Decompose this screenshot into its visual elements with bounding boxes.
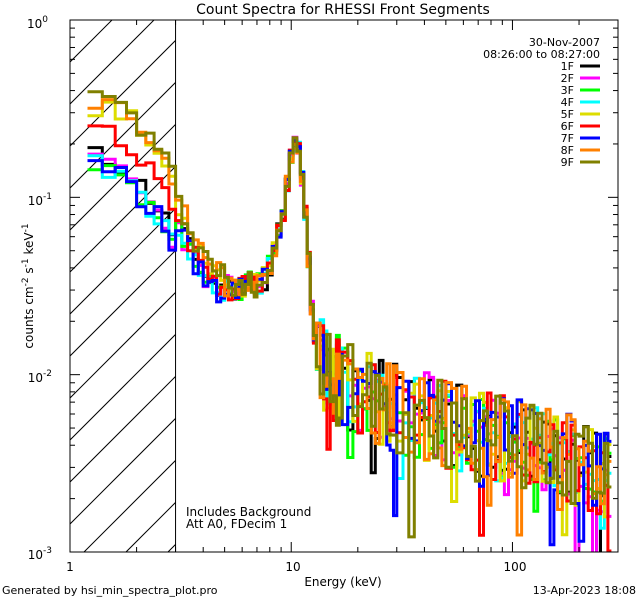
hatch-line: [83, 459, 176, 552]
series-layer: [87, 90, 612, 552]
x-axis-label: Energy (keV): [304, 575, 381, 589]
date-label: 30-Nov-2007: [529, 36, 600, 49]
annotation-background: Includes Background: [186, 505, 311, 519]
y-tick-label-1: 10-1: [28, 192, 52, 208]
hatched-region: [70, 20, 640, 552]
hatch-line: [630, 20, 640, 552]
hatch-line: [70, 207, 176, 315]
y-tick-label-0: 100: [27, 15, 48, 31]
series-line-9F: [87, 90, 612, 539]
x-tick-label-0: 1: [66, 560, 74, 574]
hatch-line: [70, 20, 113, 63]
legend-label-4F: 4F: [561, 96, 574, 109]
hatch-line: [70, 81, 176, 189]
legend-label-9F: 9F: [561, 156, 574, 169]
y-axis-label: counts cm-2 s-1 keV-1: [21, 223, 36, 348]
hatch-line: [70, 165, 176, 273]
hatch-line: [70, 375, 176, 483]
legend-label-3F: 3F: [561, 84, 574, 97]
y-tick-label-2: 10-2: [28, 369, 52, 385]
hatch-line: [70, 417, 176, 525]
footer-generated-by: Generated by hsi_min_spectra_plot.pro: [2, 584, 218, 597]
plot-frame: [69, 19, 619, 553]
y-tick-label-3: 10-3: [28, 546, 52, 562]
time-range-label: 08:26:00 to 08:27:00: [483, 48, 600, 61]
x-tick-label-2: 100: [504, 560, 527, 574]
chart-title: Count Spectra for RHESSI Front Segments: [196, 2, 490, 18]
axis-ticks: [69, 19, 619, 553]
legend-label-6F: 6F: [561, 120, 574, 133]
legend-label-2F: 2F: [561, 72, 574, 85]
y-tick-labels: 100 10-1 10-2 10-3: [27, 15, 52, 562]
legend-label-7F: 7F: [561, 132, 574, 145]
x-tick-label-1: 10: [285, 560, 300, 574]
hatch-line: [70, 20, 71, 21]
legend-label-5F: 5F: [561, 108, 574, 121]
hatch-line: [70, 249, 176, 357]
legend-label-8F: 8F: [561, 144, 574, 157]
annotation-attenuator: Att A0, FDecim 1: [186, 517, 287, 531]
footer-timestamp: 13-Apr-2023 18:08: [533, 584, 636, 597]
hatch-line: [70, 39, 176, 147]
legend-label-1F: 1F: [561, 60, 574, 73]
x-tick-labels: 1 10 100: [66, 560, 526, 574]
